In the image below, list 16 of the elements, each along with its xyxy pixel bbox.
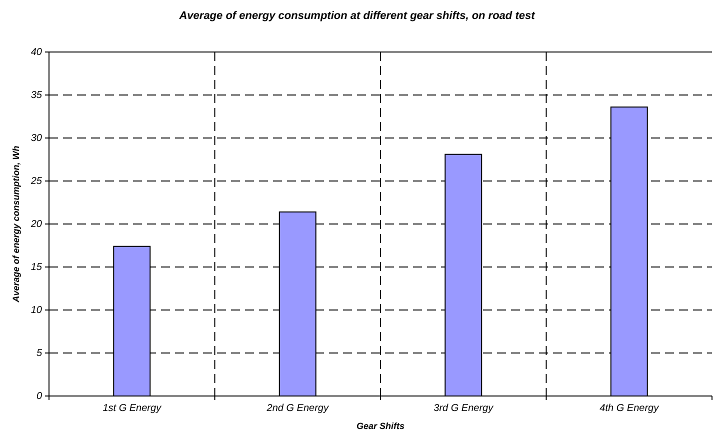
y-tick-label: 0 [36,391,42,402]
chart-title: Average of energy consumption at different gear shifts, on road test [178,10,536,22]
y-tick-label: 35 [30,90,42,102]
x-tick-label: 3rd G Energy [434,403,494,414]
y-tick-label: 5 [36,348,42,360]
y-tick-label: 20 [30,219,42,230]
y-tick-label: 10 [30,305,42,316]
y-tick-label: 30 [30,133,42,144]
x-tick-label: 1st G Energy [102,403,162,414]
x-axis-title: Gear Shifts [356,421,405,431]
y-tick-label: 25 [30,176,42,188]
y-axis-title: Average of energy consumption, Wh [11,145,21,304]
x-tick-label: 2nd G Energy [266,403,330,414]
y-tick-label: 40 [30,47,42,58]
x-tick-label: 4th G Energy [600,403,660,414]
y-tick-label: 15 [30,262,42,274]
